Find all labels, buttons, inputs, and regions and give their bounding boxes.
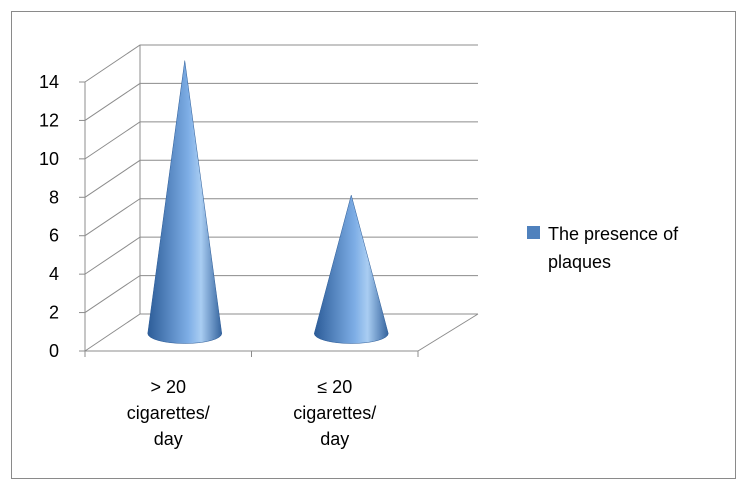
- gridline: [84, 44, 478, 83]
- x-category-label-line: day: [320, 429, 349, 449]
- legend: The presence of plaques: [527, 224, 679, 272]
- x-category-label: > 20 cigarettes/day: [127, 377, 210, 449]
- gridline: [84, 236, 478, 275]
- y-tick-label: 14: [39, 72, 59, 92]
- floor-right-edge: [417, 313, 479, 352]
- y-tick-label: 8: [49, 187, 59, 207]
- gridline: [84, 159, 478, 198]
- y-tick-label: 0: [49, 341, 59, 361]
- x-category-label: ≤ 20 cigarettes/day: [293, 377, 376, 449]
- legend-label-line: The presence of: [548, 224, 679, 244]
- y-tick-label: 6: [49, 226, 59, 246]
- cone-1: [147, 60, 223, 344]
- gridline: [84, 275, 478, 313]
- x-category-label-line: cigarettes/: [293, 403, 376, 423]
- legend-swatch: [527, 226, 540, 239]
- y-tick-label: 10: [39, 149, 59, 169]
- cone-series: [147, 60, 389, 344]
- cone-mark: [313, 194, 389, 344]
- x-category-label-line: day: [154, 429, 183, 449]
- gridline: [84, 198, 478, 237]
- y-tick-label: 12: [39, 110, 59, 130]
- x-category-label-line: ≤ 20: [317, 377, 352, 397]
- gridline: [84, 121, 478, 160]
- x-category-label-line: > 20: [150, 377, 186, 397]
- legend-label: The presence of plaques: [548, 224, 679, 272]
- legend-label-line: plaques: [548, 252, 611, 272]
- cone-mark: [147, 60, 223, 344]
- gridline: [84, 82, 478, 121]
- y-axis-ticks: 0 2 4 6 8 10 12 14: [39, 72, 59, 361]
- y-tick-label: 2: [49, 303, 59, 323]
- gridlines: [79, 44, 479, 357]
- x-category-label-line: cigarettes/: [127, 403, 210, 423]
- y-tick-label: 4: [49, 264, 59, 284]
- cone-2: [313, 194, 389, 344]
- gridline: [84, 313, 478, 352]
- x-axis-categories: > 20 cigarettes/day ≤ 20 cigarettes/day: [127, 377, 377, 449]
